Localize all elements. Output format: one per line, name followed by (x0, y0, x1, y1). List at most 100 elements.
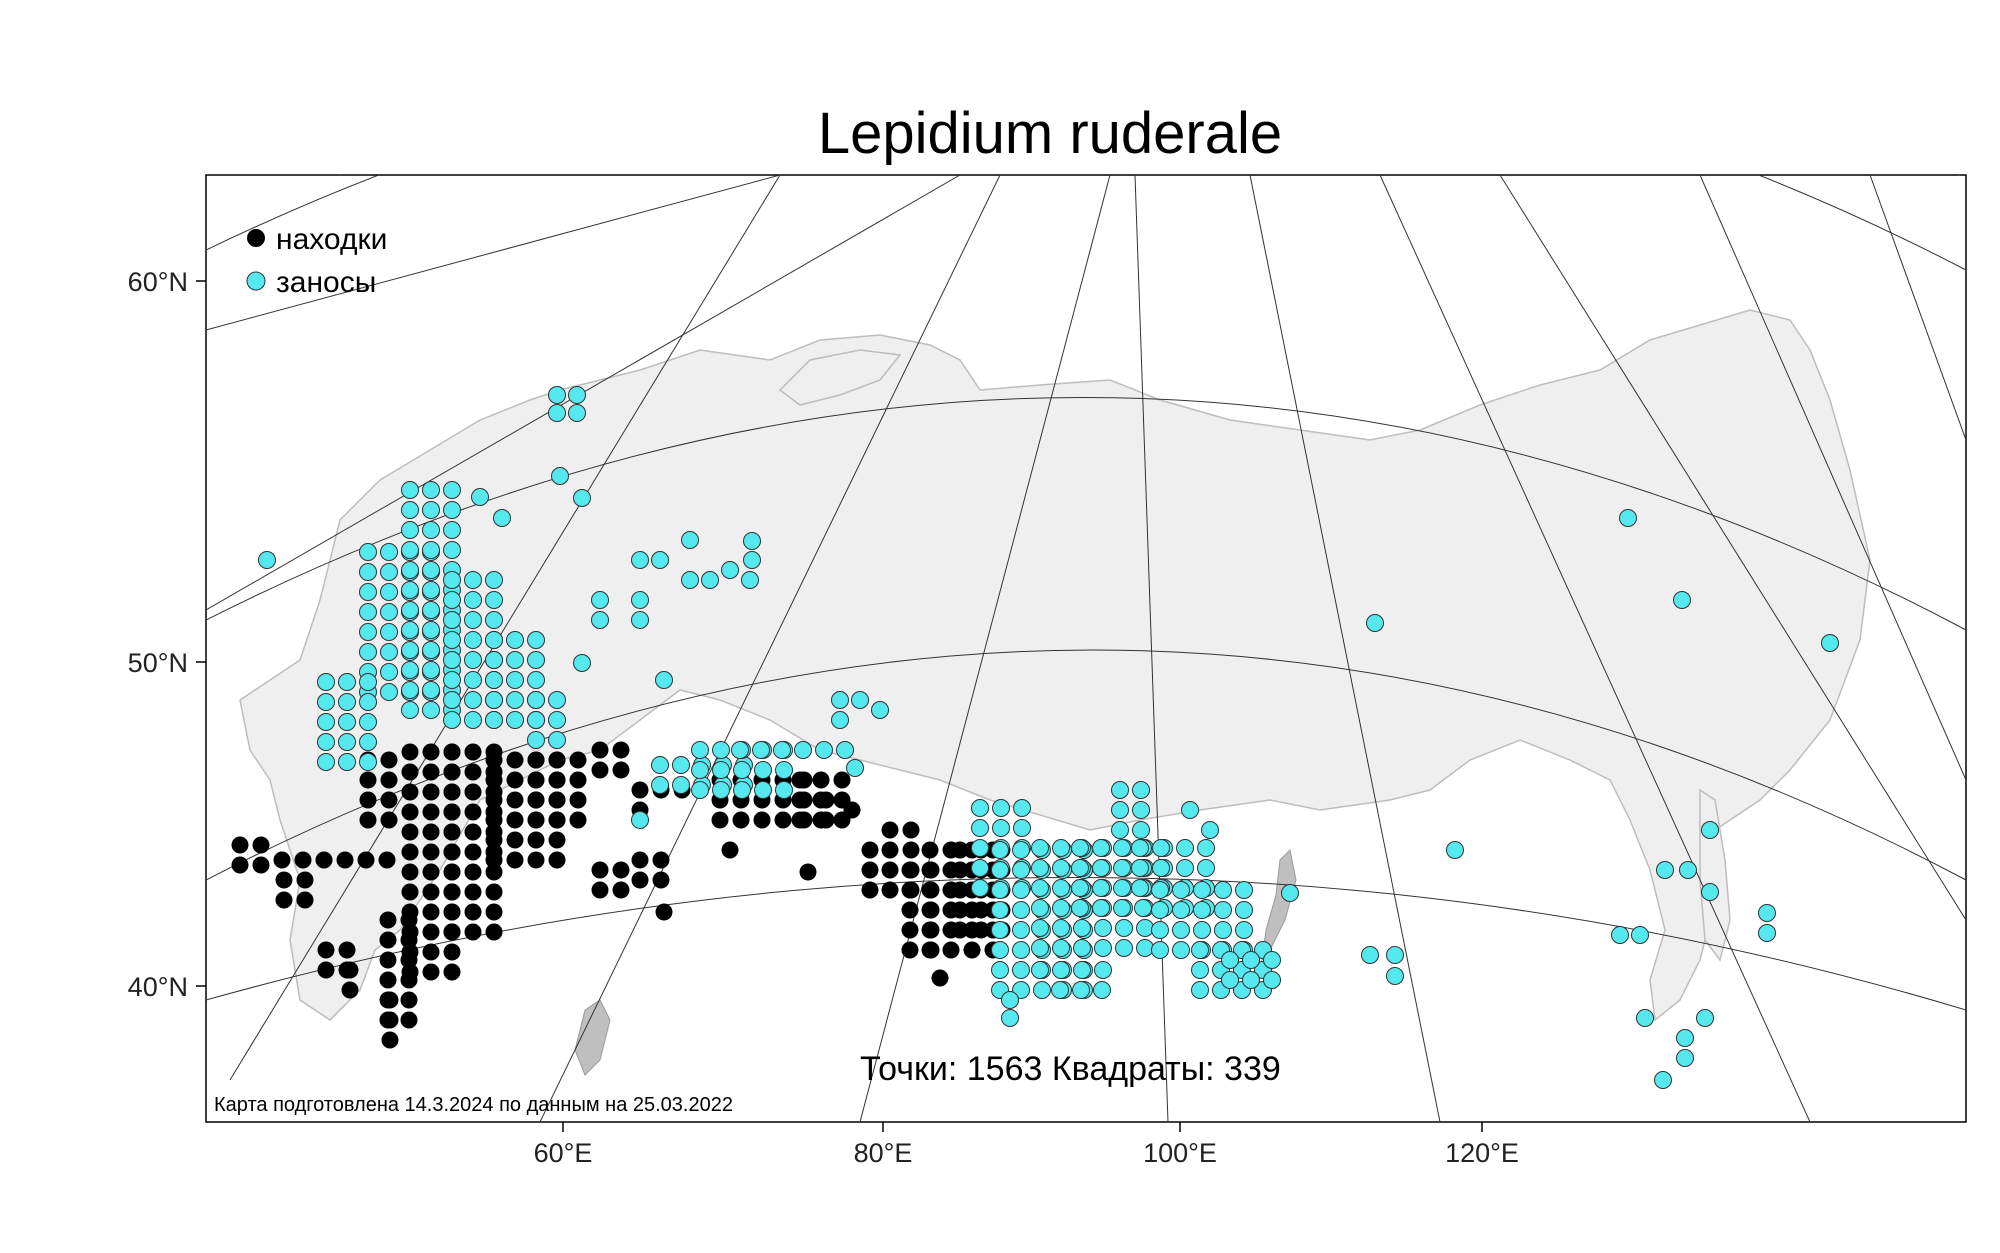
find-dot (506, 771, 524, 789)
find-dot (921, 841, 939, 859)
introduction-dot (651, 756, 669, 774)
find-dot (464, 883, 482, 901)
introduction-dot (1012, 901, 1030, 919)
introduction-dot (317, 713, 335, 731)
introduction-dot (380, 623, 398, 641)
introduction-dot (831, 691, 849, 709)
lon-label-100: 100°E (1143, 1138, 1217, 1168)
introduction-dot (712, 741, 730, 759)
find-dot (296, 871, 314, 889)
introduction-dot (1176, 839, 1194, 857)
introduction-dot (1012, 861, 1030, 879)
introduction-dot (1197, 839, 1215, 857)
introduction-dot (1093, 981, 1111, 999)
find-dot (901, 881, 919, 899)
find-dot (341, 961, 359, 979)
lat-label-40: 40°N (128, 972, 188, 1002)
introduction-dot (591, 611, 609, 629)
find-dot (380, 751, 398, 769)
introduction-dot (1235, 921, 1253, 939)
introduction-dot (1113, 879, 1131, 897)
introduction-dot (359, 693, 377, 711)
find-dot (422, 823, 440, 841)
introduction-dot (1201, 821, 1219, 839)
find-dot (506, 831, 524, 849)
introduction-dot (422, 621, 440, 639)
find-dot (901, 901, 919, 919)
introduction-dot (443, 481, 461, 499)
find-dot (548, 751, 566, 769)
legend: находки заносы (246, 223, 387, 299)
find-dot (612, 741, 630, 759)
find-dot (379, 931, 397, 949)
introduction-dot (422, 601, 440, 619)
find-dot (921, 881, 939, 899)
introduction-dot (631, 611, 649, 629)
introduction-dot (991, 901, 1009, 919)
find-dot (791, 811, 809, 829)
introduction-dot (1176, 859, 1194, 877)
introduction-dot (422, 541, 440, 559)
introduction-dot (1052, 939, 1070, 957)
find-dot (506, 791, 524, 809)
introduction-dot (485, 571, 503, 589)
introduction-dot (1758, 924, 1776, 942)
find-dot (422, 743, 440, 761)
find-dot (631, 781, 649, 799)
find-dot (400, 931, 418, 949)
find-dot (231, 856, 249, 874)
introduction-dot (359, 603, 377, 621)
introduction-dot (1132, 821, 1150, 839)
introduction-dot (1092, 859, 1110, 877)
introduction-dot (1263, 951, 1281, 969)
find-dot (931, 969, 949, 987)
find-dot (294, 851, 312, 869)
introduction-dot (1656, 861, 1674, 879)
introduction-dot (1031, 961, 1049, 979)
find-dot (527, 751, 545, 769)
introduction-dot (672, 756, 690, 774)
introduction-dot (548, 386, 566, 404)
introduction-dot (1631, 926, 1649, 944)
introduction-dot (380, 643, 398, 661)
find-dot (721, 841, 739, 859)
introduction-dot (991, 881, 1009, 899)
introduction-dot (380, 603, 398, 621)
introduction-dot (485, 631, 503, 649)
introduction-dot (1012, 841, 1030, 859)
find-dot (381, 991, 399, 1009)
introduction-dot (831, 711, 849, 729)
introduction-dot (731, 741, 749, 759)
introduction-dot (443, 611, 461, 629)
find-dot (422, 803, 440, 821)
introduction-dot (743, 551, 761, 569)
find-dot (464, 763, 482, 781)
introduction-dot (258, 551, 276, 569)
find-dot (464, 823, 482, 841)
introduction-dot (815, 741, 833, 759)
introduction-dot (401, 661, 419, 679)
introduction-dot (1012, 921, 1030, 939)
introduction-dot (1152, 839, 1170, 857)
introduction-dot (741, 571, 759, 589)
find-dot (942, 941, 960, 959)
introduction-dot (1676, 1029, 1694, 1047)
find-dot (527, 771, 545, 789)
find-dot (591, 861, 609, 879)
find-dot (951, 881, 969, 899)
introduction-dot (338, 673, 356, 691)
introduction-dot (1134, 899, 1152, 917)
introduction-dot (443, 521, 461, 539)
introduction-dot (971, 859, 989, 877)
introduction-dot (380, 583, 398, 601)
find-dot (591, 881, 609, 899)
introduction-dot (991, 941, 1009, 959)
legend-introductions-label: заносы (276, 266, 376, 299)
introduction-dot (1013, 799, 1031, 817)
find-dot (338, 941, 356, 959)
introduction-dot (1242, 971, 1260, 989)
find-dot (506, 851, 524, 869)
introduction-dot (773, 741, 791, 759)
introduction-dot (401, 541, 419, 559)
